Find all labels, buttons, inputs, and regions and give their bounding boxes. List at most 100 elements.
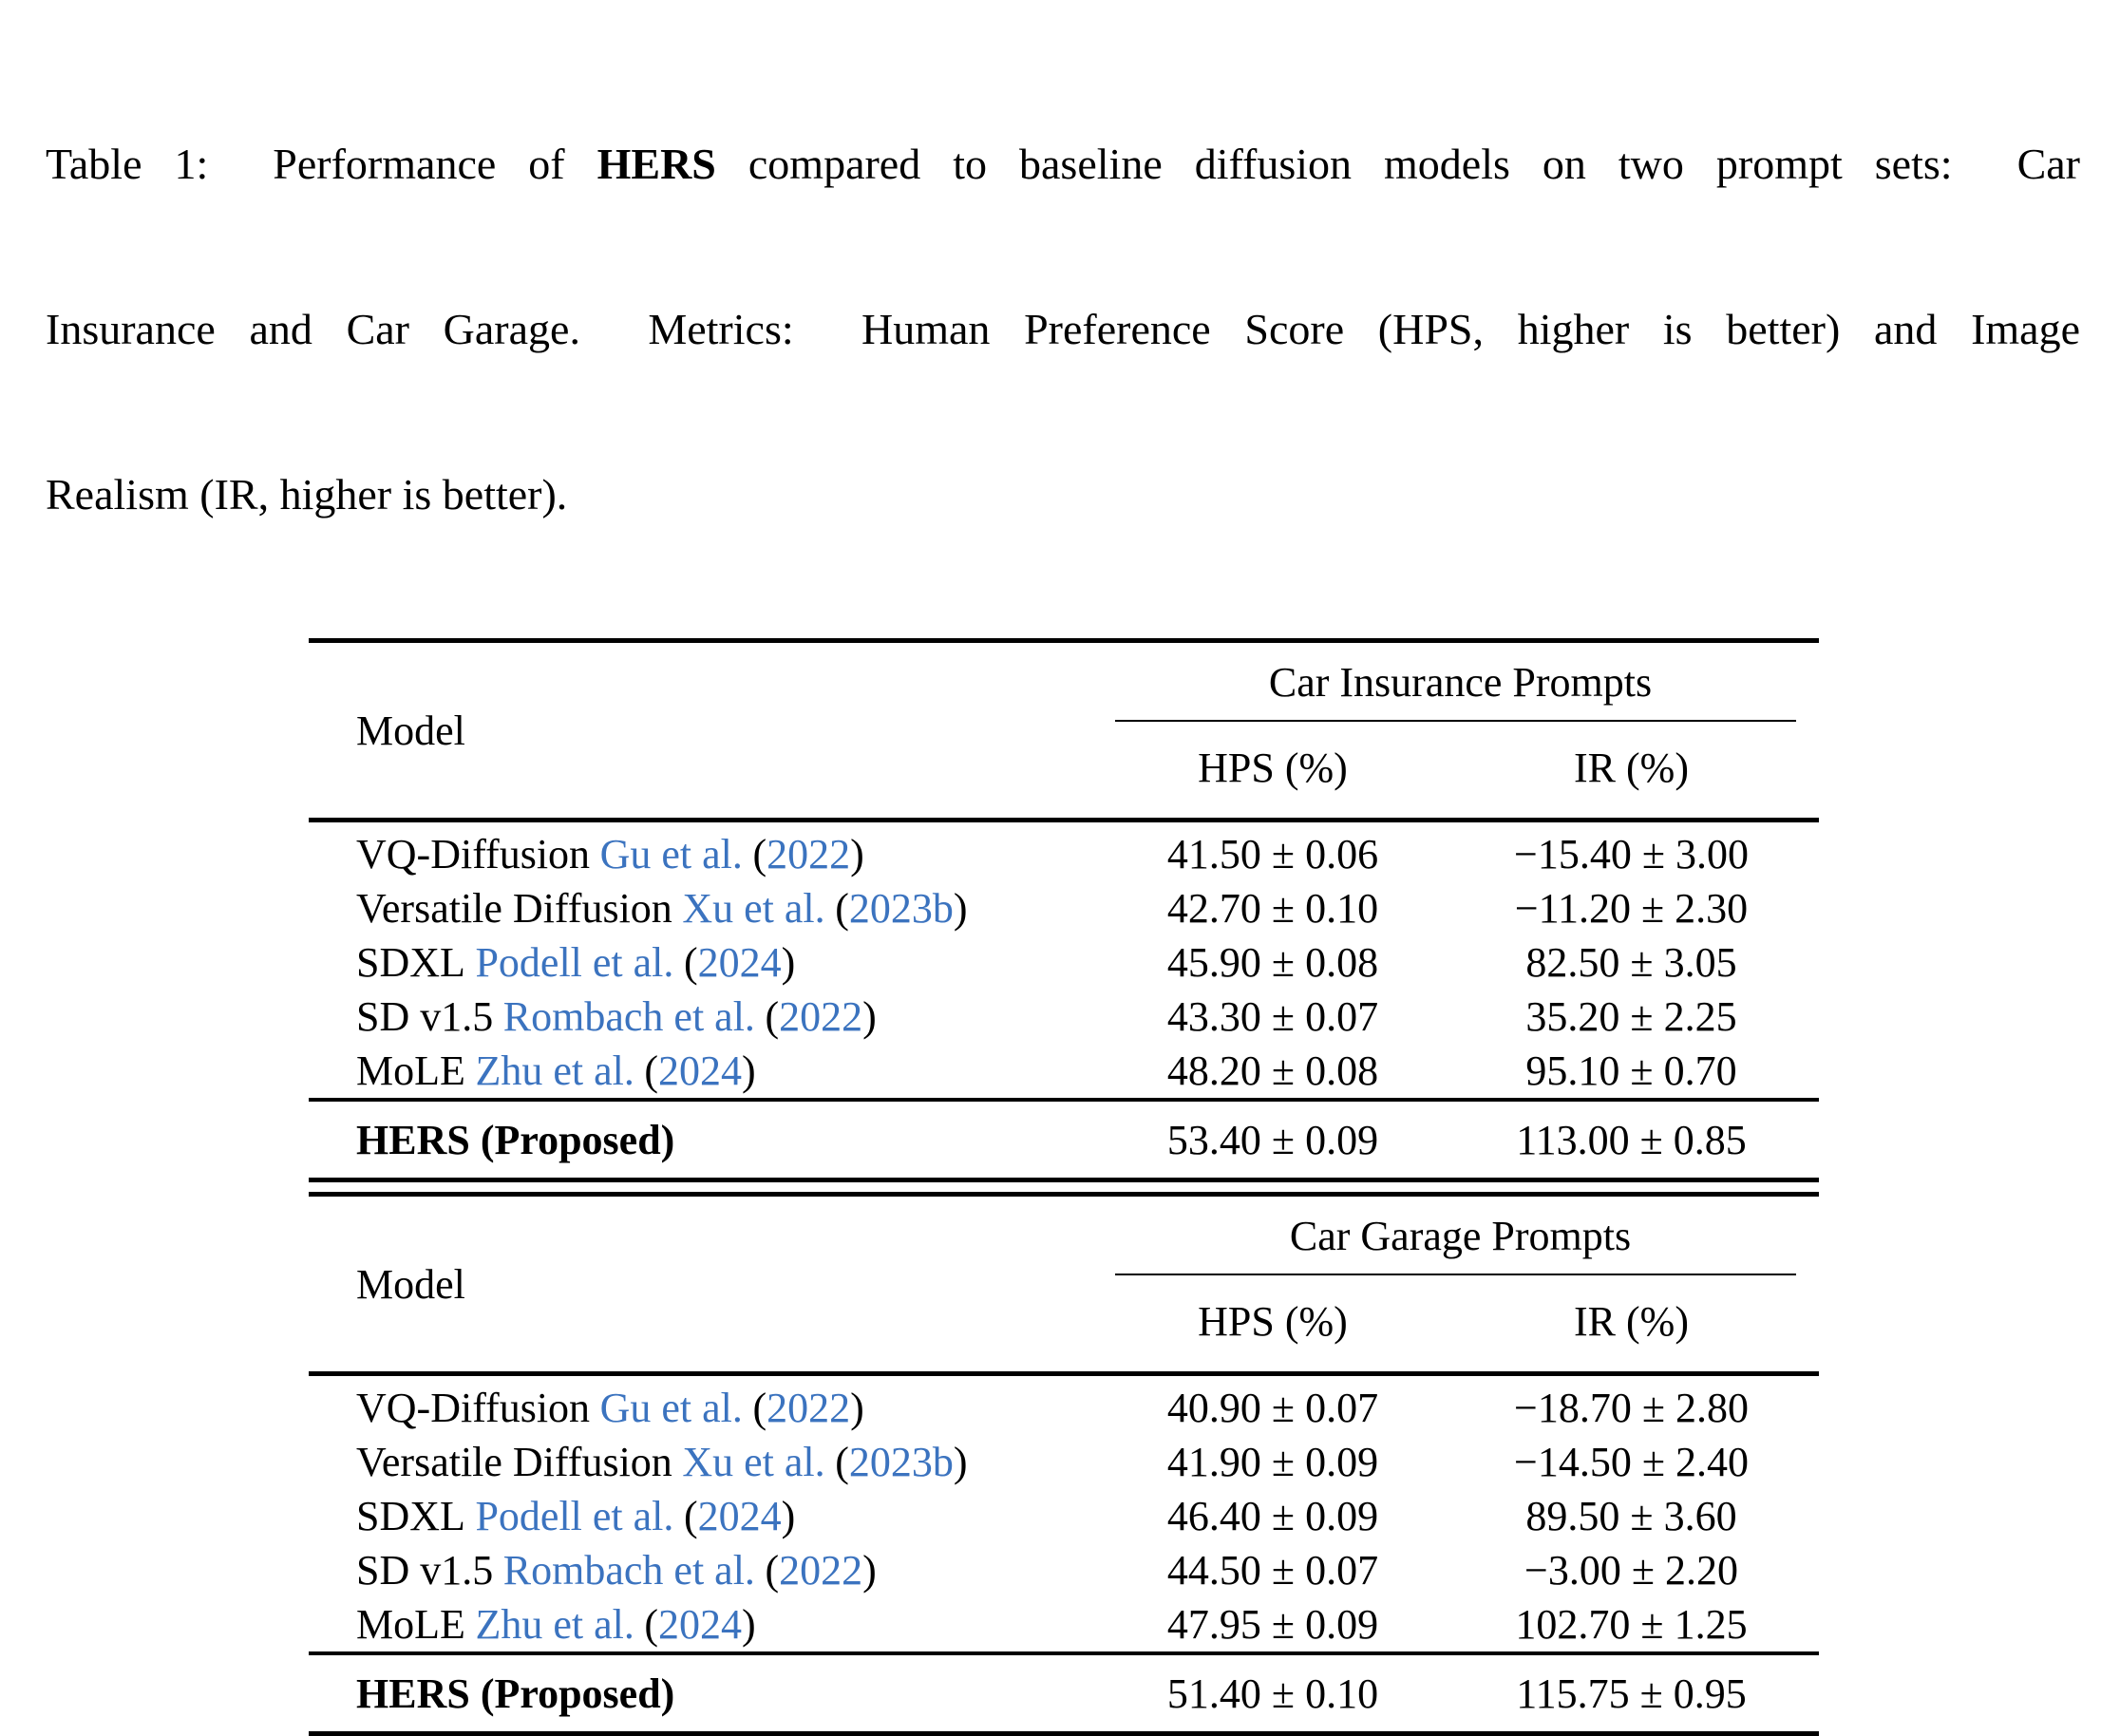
close-paren: )	[742, 1047, 756, 1094]
hps-value-cell: 40.90 ± 0.07	[1166, 1385, 1379, 1431]
citation-year-group: (2024)	[644, 1047, 755, 1094]
ir-value-cell: −11.20 ± 2.30	[1514, 885, 1749, 932]
citation-link[interactable]: Xu et al.	[682, 885, 825, 932]
citation-year-group: (2024)	[644, 1601, 755, 1648]
hps-value-cell: 42.70 ± 0.10	[1166, 885, 1379, 932]
close-paren: )	[781, 939, 796, 986]
hps-value-cell: 41.90 ± 0.09	[1166, 1439, 1379, 1485]
citation-year-link[interactable]: 2024	[697, 1493, 782, 1539]
open-paren: (	[644, 1047, 659, 1094]
table-row: SD v1.5 Rombach et al. (2022) 44.50 ± 0.07…	[309, 1543, 1819, 1597]
model-cell: VQ-Diffusion Gu et al. (2022)	[309, 1374, 1102, 1436]
citation-year-group: (2022)	[752, 831, 863, 877]
model-column-header: Model	[309, 640, 1102, 822]
table-row: SDXL Podell et al. (2024) 45.90 ± 0.08 82.…	[309, 935, 1819, 990]
model-name: SDXL	[356, 939, 465, 986]
ir-value-cell: 89.50 ± 3.60	[1525, 1493, 1737, 1539]
citation-link[interactable]: Rombach et al.	[502, 993, 755, 1040]
hps-value-cell: 45.90 ± 0.08	[1166, 939, 1379, 986]
table-row: MoLE Zhu et al. (2024) 47.95 ± 0.09 102.70…	[309, 1597, 1819, 1653]
caption-line-3: Realism (IR, higher is better).	[46, 470, 568, 519]
citation-year-group: (2022)	[752, 1385, 863, 1431]
model-cell: SD v1.5 Rombach et al. (2022)	[309, 990, 1102, 1044]
ir-value-cell: −3.00 ± 2.20	[1524, 1547, 1738, 1594]
citation-year-group: (2022)	[765, 1547, 876, 1594]
open-paren: (	[752, 831, 767, 877]
ir-value-cell: 35.20 ± 2.25	[1525, 993, 1737, 1040]
citation-link[interactable]: Gu et al.	[599, 1385, 743, 1431]
proposed-ir-value: 115.75 ± 0.95	[1444, 1651, 1819, 1736]
citation-year-link[interactable]: 2022	[767, 831, 851, 877]
ir-column-header: IR (%)	[1444, 722, 1819, 822]
citation-link[interactable]: Podell et al.	[475, 939, 674, 986]
proposed-hps-value: 51.40 ± 0.10	[1102, 1651, 1444, 1736]
close-paren: )	[862, 993, 877, 1040]
citation-year-group: (2022)	[765, 993, 876, 1040]
citation-link[interactable]: Zhu et al.	[475, 1047, 634, 1094]
citation-year-group: (2023b)	[835, 1439, 967, 1485]
ir-value-cell: 82.50 ± 3.05	[1525, 939, 1737, 986]
citation-year-link[interactable]: 2024	[658, 1047, 743, 1094]
sub-header-row: HPS (%) IR (%)	[309, 1275, 1819, 1376]
model-cell: MoLE Zhu et al. (2024)	[309, 1597, 1102, 1653]
citation-year-link[interactable]: 2023b	[848, 885, 954, 932]
ir-column-header: IR (%)	[1444, 1275, 1819, 1376]
hps-value-cell: 48.20 ± 0.08	[1166, 1047, 1379, 1094]
citation-link[interactable]: Xu et al.	[682, 1439, 825, 1485]
group-column-header: Car Insurance Prompts	[1102, 641, 1819, 722]
close-paren: )	[742, 1601, 756, 1648]
model-cell: MoLE Zhu et al. (2024)	[309, 1044, 1102, 1100]
ir-value-cell: −18.70 ± 2.80	[1514, 1385, 1749, 1431]
open-paren: (	[835, 1439, 849, 1485]
open-paren: (	[683, 939, 698, 986]
citation-year-link[interactable]: 2022	[767, 1385, 851, 1431]
model-name: SDXL	[356, 1493, 465, 1539]
table-row: VQ-Diffusion Gu et al. (2022) 40.90 ± 0.07…	[309, 1374, 1819, 1436]
model-cell: SDXL Podell et al. (2024)	[309, 1489, 1102, 1543]
citation-year-link[interactable]: 2022	[779, 993, 863, 1040]
model-name: Versatile Diffusion	[356, 885, 672, 932]
results-tables: Model Car Insurance Prompts HPS (%) IR (…	[309, 638, 1819, 1736]
close-paren: )	[850, 831, 864, 877]
table-header-car-garage: Model Car Garage Prompts HPS (%) IR (%)	[309, 1194, 1819, 1376]
sub-header-row: HPS (%) IR (%)	[309, 722, 1819, 822]
hps-value-cell: 44.50 ± 0.07	[1166, 1547, 1379, 1594]
table-header-car-insurance: Model Car Insurance Prompts HPS (%) IR (…	[309, 640, 1819, 822]
group-header-label: Car Insurance Prompts	[1268, 659, 1653, 706]
table-row: Versatile Diffusion Xu et al. (2023b) 42.7…	[309, 881, 1819, 935]
table-row: Versatile Diffusion Xu et al. (2023b) 41.9…	[309, 1435, 1819, 1489]
model-name: VQ-Diffusion	[356, 1385, 591, 1431]
group-header-row: Model Car Garage Prompts	[309, 1194, 1819, 1376]
citation-year-group: (2023b)	[835, 885, 967, 932]
open-paren: (	[644, 1601, 659, 1648]
citation-link[interactable]: Gu et al.	[599, 831, 743, 877]
cmidrule	[1115, 1274, 1796, 1275]
open-paren: (	[752, 1385, 767, 1431]
caption-line1-rest: compared to baseline diffusion models on…	[715, 140, 2080, 188]
model-name: VQ-Diffusion	[356, 831, 591, 877]
open-paren: (	[765, 1547, 780, 1594]
proposed-section: HERS (Proposed) 53.40 ± 0.09 113.00 ± 0.…	[309, 1098, 1819, 1182]
citation-link[interactable]: Podell et al.	[475, 1493, 674, 1539]
model-name: SD v1.5	[356, 1547, 494, 1594]
citation-year-link[interactable]: 2022	[779, 1547, 863, 1594]
ir-value-cell: −14.50 ± 2.40	[1514, 1439, 1749, 1485]
open-paren: (	[765, 993, 780, 1040]
close-paren: )	[781, 1493, 796, 1539]
citation-year-link[interactable]: 2024	[658, 1601, 743, 1648]
caption-prefix: Table 1: Performance of	[46, 140, 597, 188]
group-header-label: Car Garage Prompts	[1289, 1213, 1632, 1259]
baseline-rows: VQ-Diffusion Gu et al. (2022) 40.90 ± 0.07…	[309, 1374, 1819, 1654]
citation-link[interactable]: Rombach et al.	[502, 1547, 755, 1594]
hps-value-cell: 47.95 ± 0.09	[1166, 1601, 1379, 1648]
citation-link[interactable]: Zhu et al.	[475, 1601, 634, 1648]
citation-year-group: (2024)	[684, 939, 795, 986]
model-name: MoLE	[356, 1047, 465, 1094]
hps-column-header: HPS (%)	[1102, 1275, 1444, 1376]
proposed-model-row: HERS (Proposed) 51.40 ± 0.10 115.75 ± 0.…	[309, 1651, 1819, 1736]
hps-value-cell: 41.50 ± 0.06	[1166, 831, 1379, 877]
model-name: MoLE	[356, 1601, 465, 1648]
citation-year-link[interactable]: 2024	[697, 939, 782, 986]
citation-year-link[interactable]: 2023b	[848, 1439, 954, 1485]
model-cell: VQ-Diffusion Gu et al. (2022)	[309, 821, 1102, 882]
